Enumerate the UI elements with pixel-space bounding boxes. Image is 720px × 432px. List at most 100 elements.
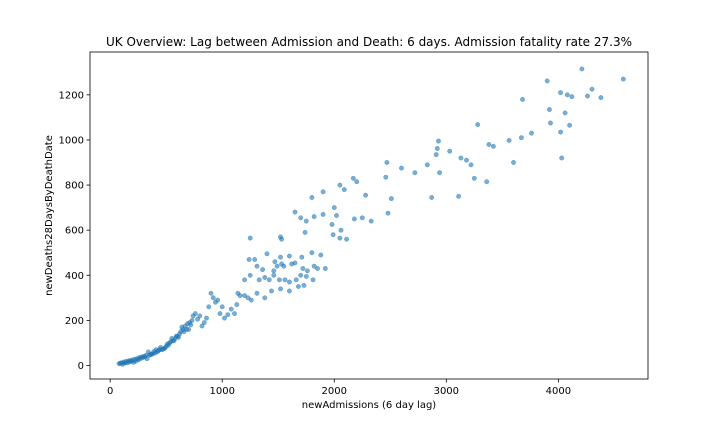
data-point [301,282,307,288]
y-tick-label: 1000 [59,135,84,146]
data-point [320,189,326,195]
data-point [246,257,252,262]
y-tick-label: 400 [65,271,84,282]
y-tick-label: 800 [65,181,84,192]
data-point [320,211,326,217]
data-point [215,297,221,303]
x-tick-label: 4000 [546,386,571,397]
data-point [544,78,550,84]
data-point [278,286,283,292]
data-point [144,356,150,362]
data-point [464,157,469,163]
data-point [199,323,205,329]
data-point [546,107,552,112]
data-point [344,236,350,242]
data-point [412,170,418,176]
data-point [484,179,490,185]
x-axis: 0 1000 2000 3000 4000 [107,379,571,397]
data-point [341,187,347,193]
data-point [228,306,234,312]
data-point [171,338,177,344]
data-point [471,175,477,181]
data-point [579,66,585,72]
data-point [272,259,278,265]
data-point [359,215,365,221]
data-point [468,162,474,168]
data-point [309,195,315,200]
data-point [434,146,440,151]
data-point [310,277,316,283]
data-point [281,263,287,269]
data-point [302,229,308,235]
data-point [286,288,292,294]
data-point [232,311,237,317]
data-point [252,257,258,262]
data-point [282,277,288,283]
data-point [286,279,292,285]
data-point [271,268,277,274]
data-point [298,215,304,221]
data-point [303,273,309,279]
data-point [303,218,309,224]
data-point [433,152,439,158]
data-point [293,277,299,283]
x-axis-label: newAdmissions (6 day lag) [302,400,437,411]
data-point [256,277,262,283]
y-tick-label: 600 [65,226,84,237]
data-point [210,295,216,301]
data-point [201,320,207,326]
data-point [334,213,339,218]
data-point [219,304,225,310]
data-point [337,182,343,188]
data-point [475,122,481,128]
data-point [429,195,435,200]
data-point [506,137,512,143]
data-point [548,120,553,126]
data-point [456,193,462,199]
data-point [269,288,274,294]
data-point [264,251,270,257]
data-point [529,130,534,136]
data-point [315,266,320,271]
data-point [337,235,343,241]
y-tick-label: 200 [65,316,84,327]
data-point [562,110,568,116]
data-point [437,170,443,176]
data-point [322,266,328,271]
data-point [204,315,209,321]
data-point [318,252,324,258]
data-point [383,174,389,180]
data-point [260,267,266,273]
data-point [388,196,394,202]
data-point [195,316,201,322]
data-point [436,138,441,144]
y-axis: 0 200 400 600 800 1000 1200 [59,90,90,372]
data-point [208,290,214,296]
data-point [564,92,570,98]
data-point [567,122,573,128]
data-point [266,277,272,283]
data-point [311,263,317,269]
data-point [254,290,260,296]
data-point [295,284,301,289]
y-tick-label: 0 [78,361,84,372]
data-point [222,315,227,321]
data-point [598,95,604,101]
data-point [276,277,282,283]
data-point [286,253,292,259]
data-point [225,312,231,318]
data-point [569,94,575,100]
data-point [217,311,223,317]
data-point [490,143,496,149]
data-point [520,96,525,102]
data-point [309,250,315,256]
data-point [559,155,565,161]
data-point [162,345,168,351]
data-point [248,297,254,303]
data-point [385,210,391,216]
data-point [299,254,305,260]
data-point [155,348,161,354]
data-point [350,175,356,181]
